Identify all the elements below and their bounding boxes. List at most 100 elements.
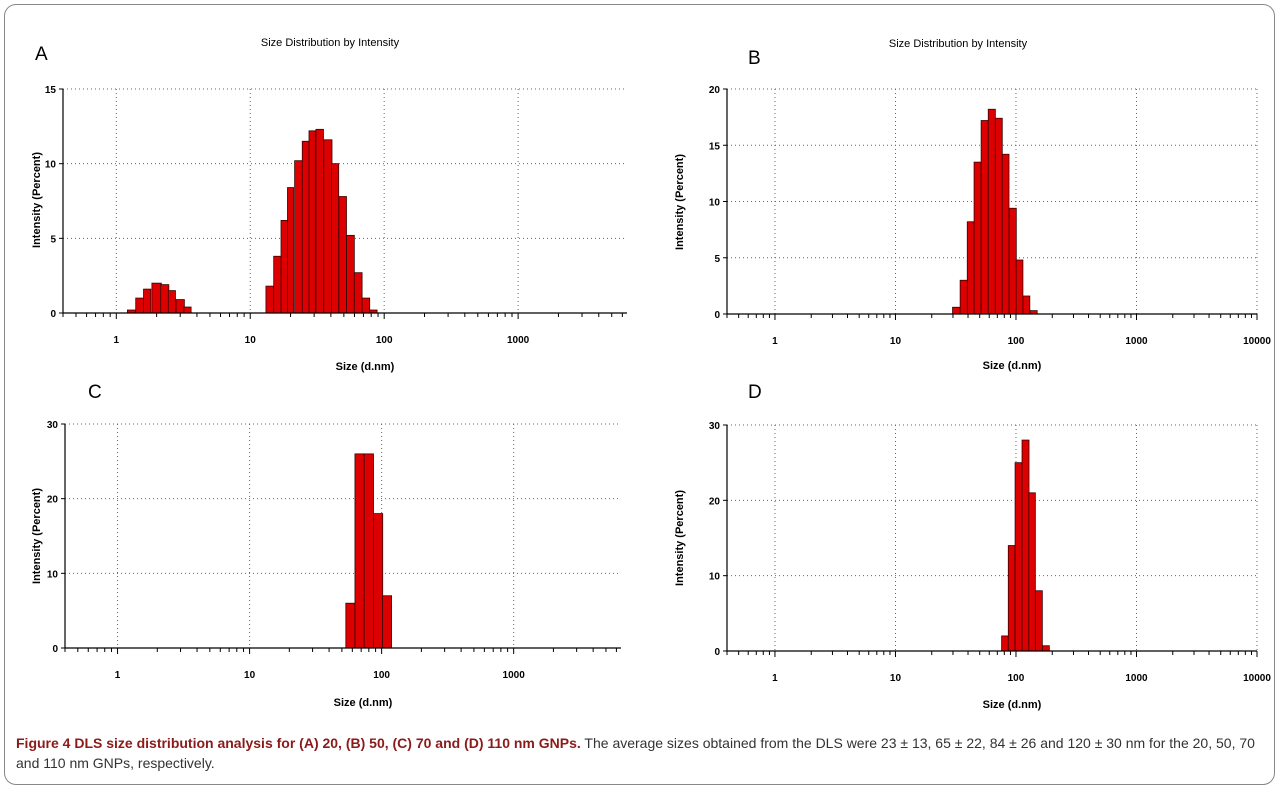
histogram-bar [1007, 545, 1016, 652]
x-tick-label: 1000 [1125, 673, 1148, 684]
figure-caption: Figure 4 DLS size distribution analysis … [16, 733, 1266, 773]
y-tick-label: 30 [47, 420, 59, 431]
x-tick-label: 1 [772, 336, 778, 347]
x-tick-label: 100 [373, 670, 390, 681]
panel-letter: D [748, 382, 762, 403]
y-axis-label: Intensity (Percent) [674, 490, 686, 586]
x-axis-label: Size (d.nm) [336, 361, 395, 373]
y-axis-label: Intensity (Percent) [674, 154, 686, 250]
histogram-bar [1001, 635, 1009, 652]
histogram-bar [1015, 259, 1024, 315]
y-tick-label: 0 [714, 647, 720, 658]
histogram-bar [280, 220, 289, 314]
y-tick-label: 0 [50, 309, 56, 320]
histogram-bar [323, 139, 333, 314]
histogram-bar [265, 285, 275, 314]
x-tick-label: 1 [114, 335, 120, 346]
y-tick-label: 10 [709, 198, 721, 209]
x-tick-label: 10 [245, 335, 257, 346]
histogram-bar [331, 163, 340, 314]
y-tick-label: 10 [45, 160, 57, 171]
histogram-bar [346, 234, 355, 314]
histogram-bar [987, 108, 996, 315]
histogram-bar [315, 128, 324, 314]
histogram-bar [1021, 439, 1030, 652]
x-tick-label: 1 [772, 673, 778, 684]
histogram-bar [1041, 645, 1050, 652]
histogram-bar [183, 306, 192, 314]
x-tick-label: 1000 [507, 335, 530, 346]
histogram-bar [353, 272, 363, 314]
x-axis-label: Size (d.nm) [334, 697, 393, 709]
histogram-bar [175, 299, 185, 314]
histogram-bar [1028, 492, 1036, 652]
y-tick-label: 15 [709, 141, 721, 152]
histogram-bar [373, 513, 384, 649]
panel-letter: C [88, 382, 102, 403]
chart-panel-c: C 0 10 20 30 1 10 100 1000 Size (d.nm) Intensity (… [31, 382, 621, 709]
panel-letter: A [35, 44, 48, 65]
x-tick-label: 10 [890, 336, 902, 347]
histogram-bar [151, 282, 162, 314]
caption-bold: Figure 4 DLS size distribution analysis … [16, 735, 581, 751]
histogram-bar [363, 453, 374, 649]
x-tick-label: 100 [376, 335, 393, 346]
x-tick-label: 10000 [1243, 673, 1271, 684]
histogram-bar [354, 453, 365, 649]
y-tick-label: 5 [50, 234, 56, 245]
histogram-bar [287, 187, 295, 314]
histogram-bar [1022, 295, 1031, 315]
histogram-bar [361, 297, 371, 314]
y-tick-label: 10 [709, 572, 721, 583]
x-tick-label: 100 [1008, 673, 1025, 684]
y-tick-label: 30 [709, 421, 721, 432]
histogram-bar [973, 161, 982, 315]
y-tick-label: 0 [52, 644, 58, 655]
histogram-bar [160, 284, 170, 314]
caption-text: The average sizes obtained from the DLS … [16, 735, 1255, 771]
histogram-bar [345, 602, 356, 649]
histogram-bar [1035, 590, 1043, 652]
x-axis-label: Size (d.nm) [983, 360, 1042, 372]
x-tick-label: 10 [890, 673, 902, 684]
histogram-bar [1001, 153, 1010, 315]
x-tick-label: 1000 [503, 670, 526, 681]
histogram-bar [301, 140, 310, 314]
histogram-bar [338, 196, 347, 314]
histogram-bar [966, 221, 975, 315]
histogram-bar [135, 297, 145, 314]
y-tick-label: 20 [709, 496, 721, 507]
chart-panel-b: B Size Distribution by Intensity 0 5 10 15 20 1… [674, 38, 1271, 372]
histogram-bar [1014, 462, 1023, 652]
chart-title: Size Distribution by Intensity [261, 37, 400, 49]
x-tick-label: 100 [1008, 336, 1025, 347]
histogram-bar [143, 288, 152, 314]
panel-letter: B [748, 48, 761, 69]
histogram-bar [273, 255, 282, 314]
histogram-bar [1008, 207, 1017, 315]
chart-panel-d: D 0 10 20 30 1 10 100 1000 10000 Size (d.nm) Intens… [674, 382, 1271, 711]
y-tick-label: 20 [709, 85, 721, 96]
histogram-bar [959, 279, 969, 315]
y-tick-label: 15 [45, 85, 57, 96]
histogram-bar [994, 117, 1003, 315]
y-tick-label: 10 [47, 569, 59, 580]
x-tick-label: 10000 [1243, 336, 1271, 347]
histogram-bar [952, 306, 961, 315]
chart-panel-a: A Size Distribution by Intensity 0 5 10 15 1 10… [31, 37, 627, 373]
histogram-bar [167, 290, 176, 314]
y-axis-label: Intensity (Percent) [31, 152, 43, 248]
figure-frame [4, 4, 1275, 785]
x-tick-label: 1 [115, 670, 121, 681]
y-axis-label: Intensity (Percent) [31, 488, 43, 584]
histogram-bar [308, 130, 316, 314]
histogram-bar [382, 595, 392, 649]
histogram-bar [980, 120, 989, 315]
y-tick-label: 0 [714, 310, 720, 321]
y-tick-label: 5 [714, 254, 720, 265]
x-tick-label: 1000 [1125, 336, 1148, 347]
y-tick-label: 20 [47, 495, 59, 506]
x-axis-label: Size (d.nm) [983, 699, 1042, 711]
histogram-bar [294, 160, 304, 314]
chart-title: Size Distribution by Intensity [889, 38, 1028, 50]
